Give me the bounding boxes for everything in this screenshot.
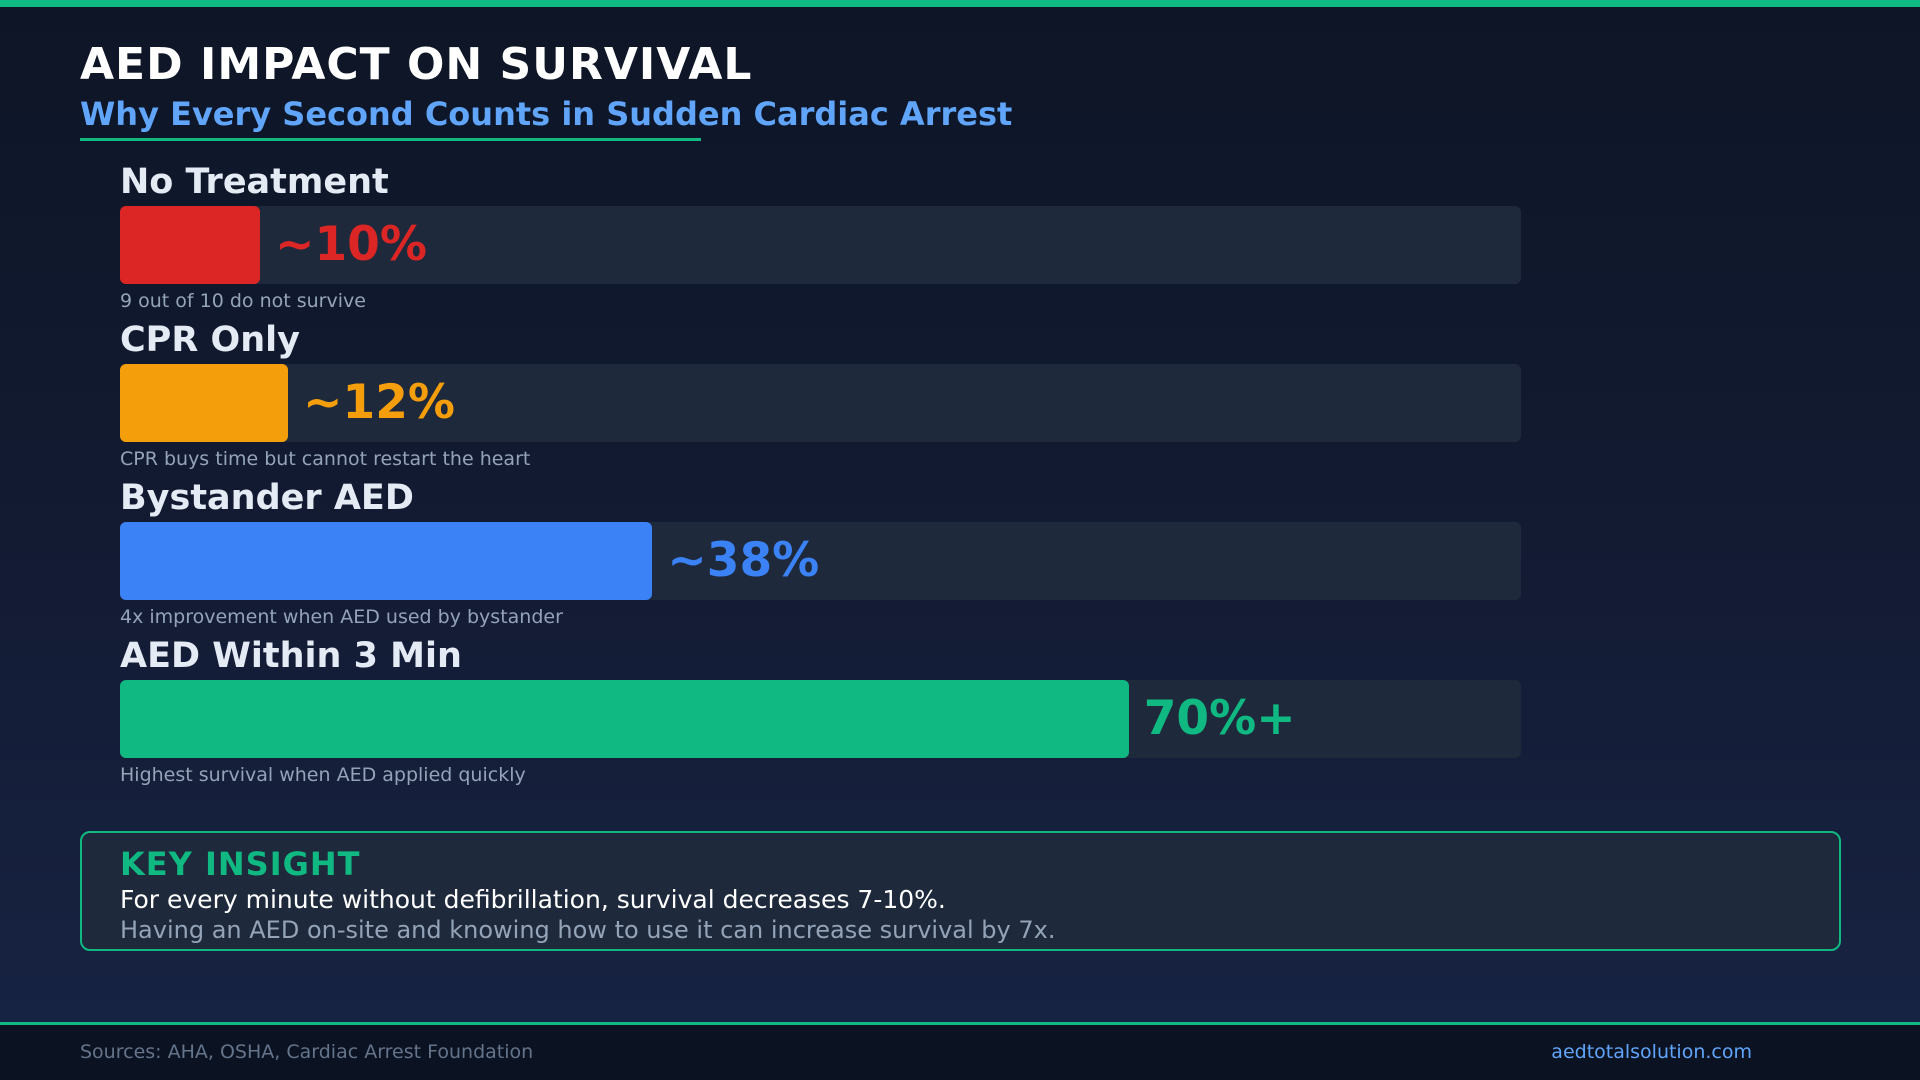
insight-line-2: Having an AED on-site and knowing how to… [120,916,1056,944]
value-label: ~12% [303,375,455,430]
bar [120,522,653,600]
footer: Sources: AHA, OSHA, Cardiac Arrest Found… [0,1022,1920,1080]
bar [120,206,261,284]
category-label: No Treatment [120,162,389,202]
category-label: Bystander AED [120,478,414,518]
insight-line-1: For every minute without defibrillation,… [120,885,946,914]
top-accent-bar [0,0,1920,7]
key-insight-box: KEY INSIGHT For every minute without def… [80,831,1841,951]
category-label: CPR Only [120,320,300,360]
bar-caption: 9 out of 10 do not survive [120,290,366,312]
category-label: AED Within 3 Min [120,636,462,676]
title-underline [80,138,701,141]
bar-caption: 4x improvement when AED used by bystande… [120,606,563,628]
bar-track [120,206,1521,284]
bar-caption: CPR buys time but cannot restart the hea… [120,448,531,470]
value-label: ~10% [275,217,427,272]
bar [120,364,289,442]
insight-heading: KEY INSIGHT [120,845,361,883]
sources-text: Sources: AHA, OSHA, Cardiac Arrest Found… [80,1041,534,1063]
bar [120,680,1129,758]
value-label: 70%+ [1143,691,1296,746]
value-label: ~38% [667,533,820,588]
page-subtitle: Why Every Second Counts in Sudden Cardia… [80,95,1013,133]
website-link[interactable]: aedtotalsolution.com [1551,1041,1752,1063]
page-title: AED IMPACT ON SURVIVAL [80,39,753,90]
bar-caption: Highest survival when AED applied quickl… [120,764,526,786]
bar-track [120,364,1521,442]
